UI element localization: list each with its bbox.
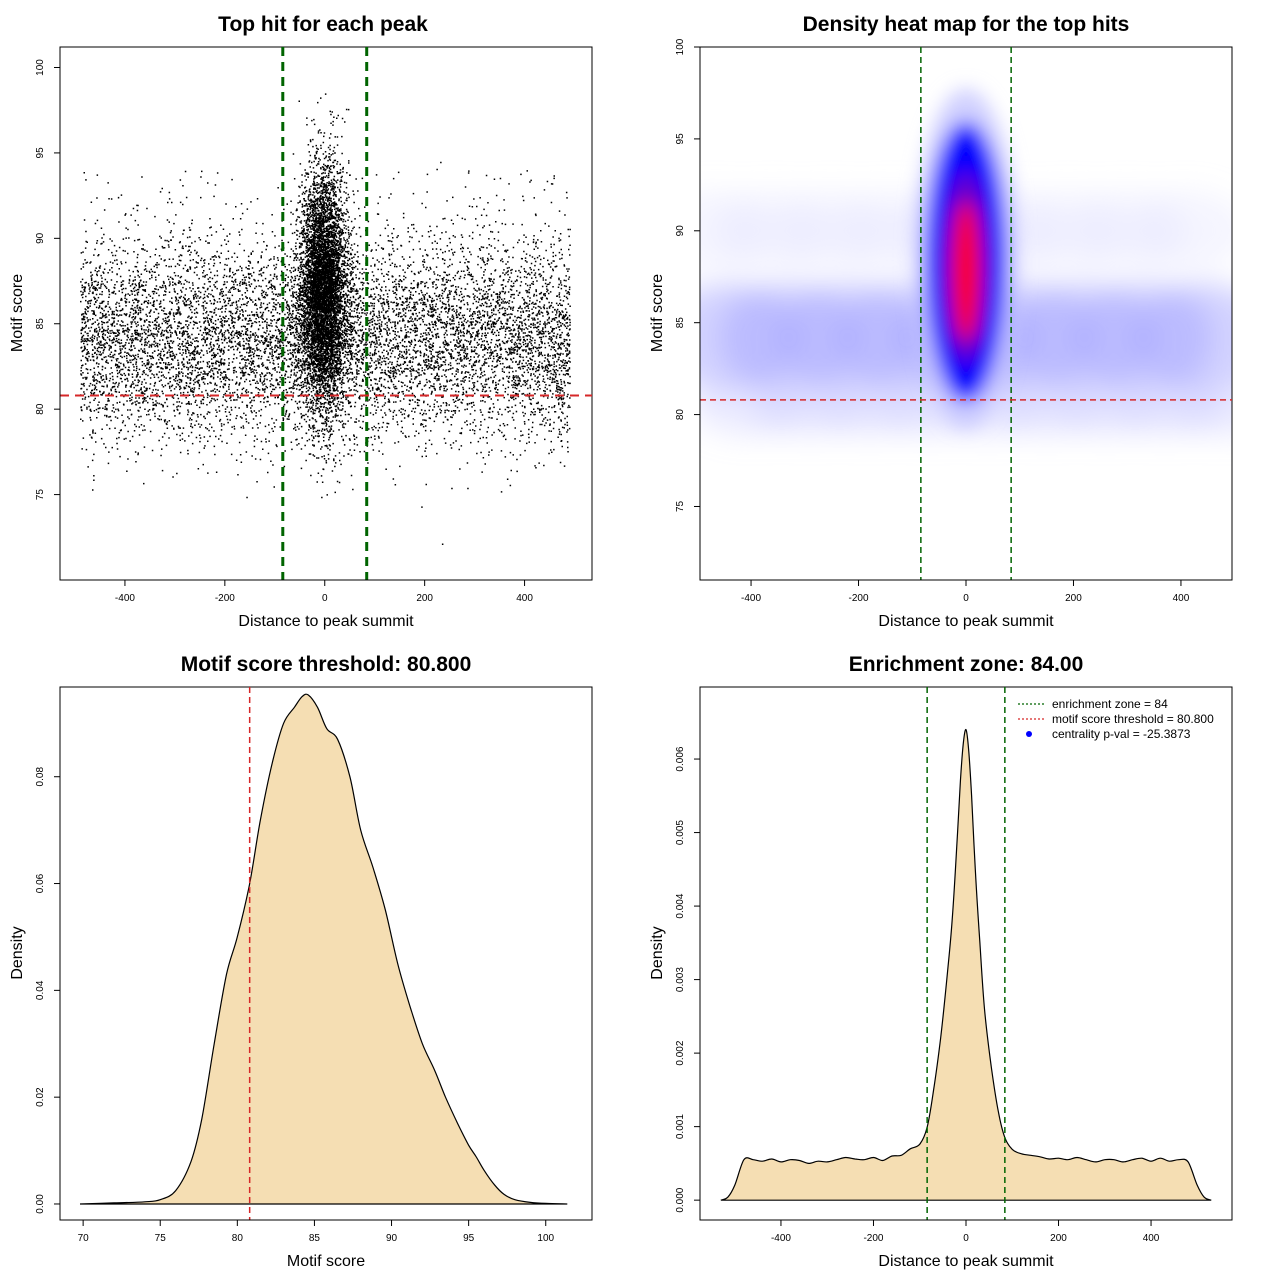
y-tick-label: 0.003 <box>675 967 686 992</box>
distance-density-x-label: Distance to peak summit <box>878 1253 1054 1270</box>
y-tick-label: 0.005 <box>675 820 686 845</box>
x-tick-label: 0 <box>963 1233 969 1244</box>
x-tick-label: 400 <box>1143 1233 1160 1244</box>
x-tick-label: -400 <box>771 1233 791 1244</box>
heatmap-y-axis: 75 80 85 90 95 100 <box>675 38 701 512</box>
y-tick-label: 85 <box>35 318 46 330</box>
heatmap-core-density <box>914 88 1018 429</box>
heatmap-x-label: Distance to peak summit <box>878 613 1054 630</box>
y-tick-label: 75 <box>35 489 46 501</box>
y-tick-label: 100 <box>35 59 46 76</box>
x-tick-label: 400 <box>516 593 533 604</box>
y-tick-label: 95 <box>675 133 686 145</box>
heatmap-blob <box>1126 190 1232 271</box>
distance-density-y-label: Density <box>649 926 666 979</box>
x-tick-label: -200 <box>863 1233 883 1244</box>
distance-density-title: Enrichment zone: 84.00 <box>849 653 1084 676</box>
score-density-curve <box>79 693 568 1205</box>
scatter-y-axis: 75 80 85 90 95 100 <box>35 59 61 501</box>
legend-swatch-pval <box>1026 731 1032 737</box>
x-tick-label: 80 <box>232 1233 244 1244</box>
heatmap-blob <box>1163 375 1232 436</box>
heatmap-blob <box>1132 282 1232 393</box>
x-tick-label: 0 <box>963 593 969 604</box>
score-density-line <box>79 693 568 1205</box>
scatter-x-label: Distance to peak summit <box>238 613 414 630</box>
y-tick-label: 80 <box>675 409 686 421</box>
distance-density-x-axis: -400 -200 0 200 400 <box>771 1219 1160 1244</box>
x-tick-label: 95 <box>463 1233 475 1244</box>
x-tick-label: 75 <box>155 1233 167 1244</box>
y-tick-label: 0.002 <box>675 1040 686 1065</box>
score-density-x-label: Motif score <box>287 1253 365 1270</box>
y-tick-label: 100 <box>675 38 686 55</box>
scatter-points-path <box>80 93 571 546</box>
distance-density-panel: Enrichment zone: 84.00 -400 -200 0 200 400 0… <box>649 653 1233 1270</box>
heatmap-x-axis: -400 -200 0 200 400 <box>741 579 1190 604</box>
scatter-panel: Top hit for each peak -400 -200 0 200 400 75… <box>9 13 593 630</box>
heatmap-reference-lines <box>700 47 1232 580</box>
score-density-y-label: Density <box>9 926 26 979</box>
scatter-y-label: Motif score <box>9 274 26 352</box>
legend: enrichment zone = 84 motif score thresho… <box>1018 697 1214 741</box>
y-tick-label: 80 <box>35 403 46 415</box>
y-tick-label: 0.00 <box>35 1194 46 1214</box>
score-density-fill <box>80 694 568 1204</box>
scatter-title: Top hit for each peak <box>218 13 428 36</box>
x-tick-label: 200 <box>416 593 433 604</box>
y-tick-label: 90 <box>675 225 686 237</box>
x-tick-label: 200 <box>1065 593 1082 604</box>
heatmap-title: Density heat map for the top hits <box>803 13 1130 36</box>
x-tick-label: -200 <box>849 593 869 604</box>
y-tick-label: 0.006 <box>675 746 686 771</box>
y-tick-label: 0.001 <box>675 1114 686 1139</box>
y-tick-label: 0.02 <box>35 1087 46 1107</box>
x-tick-label: 200 <box>1050 1233 1067 1244</box>
y-tick-label: 0.004 <box>675 893 686 918</box>
y-tick-label: 0.06 <box>35 873 46 893</box>
heatmap-y-label: Motif score <box>649 274 666 352</box>
y-tick-label: 75 <box>675 500 686 512</box>
distance-density-line <box>720 728 1212 1201</box>
x-tick-label: -200 <box>215 593 235 604</box>
legend-label-pval: centrality p-val = -25.3873 <box>1052 727 1191 741</box>
y-tick-label: 0.000 <box>675 1187 686 1212</box>
x-tick-label: -400 <box>741 593 761 604</box>
scatter-points <box>80 93 571 546</box>
x-tick-label: 70 <box>78 1233 90 1244</box>
x-tick-label: 100 <box>537 1233 554 1244</box>
legend-label-threshold: motif score threshold = 80.800 <box>1052 712 1214 726</box>
distance-density-reference-lines <box>926 687 1006 1220</box>
distance-density-curve <box>720 728 1212 1201</box>
y-tick-label: 0.04 <box>35 980 46 1000</box>
heatmap-density <box>700 47 1232 580</box>
heatmap-core-red <box>953 201 979 342</box>
x-tick-label: 0 <box>322 593 328 604</box>
x-tick-label: 85 <box>309 1233 321 1244</box>
y-tick-label: 90 <box>35 232 46 244</box>
score-density-y-axis: 0.00 0.02 0.04 0.06 0.08 <box>35 767 61 1214</box>
score-density-title: Motif score threshold: 80.800 <box>181 653 472 676</box>
x-tick-label: -400 <box>115 593 135 604</box>
score-density-panel: Motif score threshold: 80.800 70 75 80 85 90… <box>9 653 593 1270</box>
y-tick-label: 0.08 <box>35 767 46 787</box>
legend-label-enrichment: enrichment zone = 84 <box>1052 697 1168 711</box>
heatmap-panel: Density heat map for the top hits -400 -2… <box>649 13 1233 630</box>
score-density-x-axis: 70 75 80 85 90 95 100 <box>78 1219 555 1244</box>
y-tick-label: 85 <box>675 317 686 329</box>
y-tick-label: 95 <box>35 147 46 159</box>
x-tick-label: 90 <box>386 1233 398 1244</box>
scatter-reference-lines <box>60 47 592 580</box>
distance-density-y-axis: 0.000 0.001 0.002 0.003 0.004 0.005 0.006 <box>675 746 701 1213</box>
x-tick-label: 400 <box>1173 593 1190 604</box>
scatter-x-axis: -400 -200 0 200 400 <box>115 579 533 604</box>
distance-density-fill <box>720 729 1212 1201</box>
